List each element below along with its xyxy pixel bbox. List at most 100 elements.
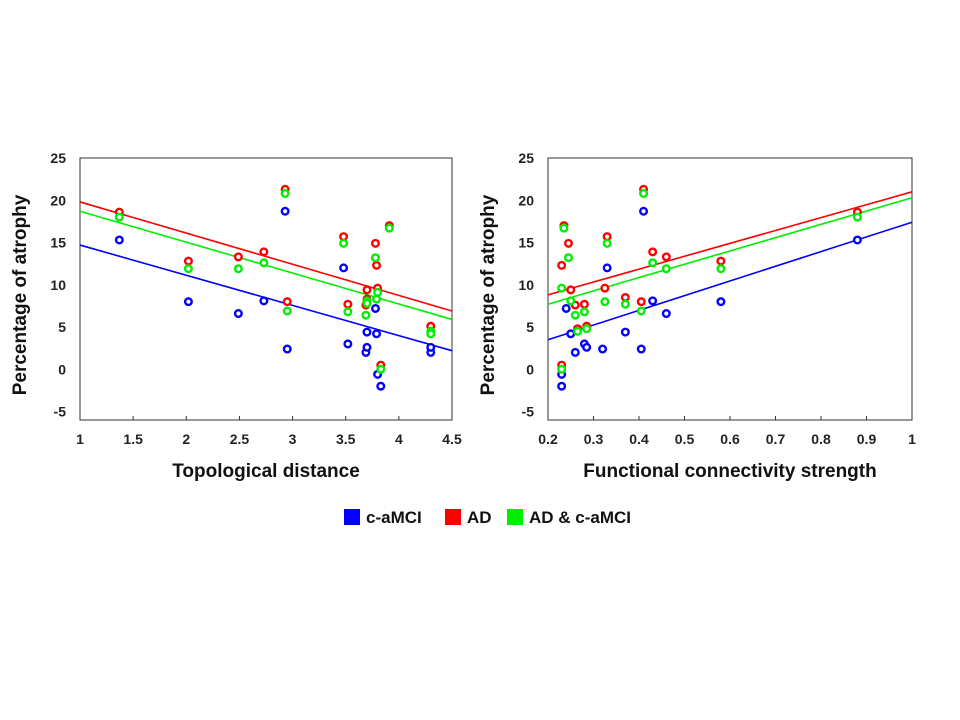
y-axis-label: Percentage of atrophy <box>10 194 31 395</box>
plot-area <box>79 157 453 421</box>
x-tick-label: 0.6 <box>720 431 740 447</box>
data-point-c-amci <box>716 297 726 307</box>
x-tick-label: 0.3 <box>584 431 604 447</box>
data-point-combined <box>600 297 610 307</box>
data-point-combined <box>361 310 371 320</box>
data-point-ad <box>648 247 658 257</box>
chart-functional-connectivity: 0.2 0.3 0.4 0.5 0.6 0.7 0.8 0.9 1 -5 0 5 10 15 20 25 Fu… <box>478 150 916 482</box>
data-point-c-amci <box>362 327 372 337</box>
chart-topological-distance: 1 1.5 2 2.5 3 3.5 4 4.5 -5 0 5 10 15 20 25 Topological… <box>10 150 462 482</box>
legend-label-combined: AD & c-aMCI <box>529 508 631 527</box>
legend-swatch-combined <box>507 509 523 525</box>
data-point-c-amci <box>339 263 349 273</box>
data-point-c-amci <box>852 235 862 245</box>
data-point-c-amci <box>376 381 386 391</box>
y-tick-label: 0 <box>58 361 66 377</box>
data-point-c-amci <box>582 342 592 352</box>
data-point-combined <box>661 264 671 274</box>
data-point-ad <box>259 247 269 257</box>
x-axis-label: Functional connectivity strength <box>583 461 876 482</box>
data-point-combined <box>376 364 386 374</box>
data-point-combined <box>620 299 630 309</box>
x-tick-label: 1 <box>76 431 84 447</box>
y-tick-label: 5 <box>526 319 534 335</box>
data-point-ad <box>557 260 567 270</box>
x-tick-label: 3 <box>289 431 297 447</box>
data-point-combined <box>566 296 576 306</box>
data-point-c-amci <box>636 344 646 354</box>
data-point-combined <box>573 326 583 336</box>
data-point-ad <box>563 238 573 248</box>
data-point-ad <box>566 285 576 295</box>
data-point-ad <box>183 256 193 266</box>
y-tick-label: 0 <box>526 361 534 377</box>
data-point-combined <box>563 253 573 263</box>
data-point-combined <box>339 238 349 248</box>
legend-label-c-amci: c-aMCI <box>366 508 422 527</box>
data-point-combined <box>373 287 383 297</box>
data-point-c-amci <box>620 327 630 337</box>
data-point-c-amci <box>183 297 193 307</box>
data-point-combined <box>280 188 290 198</box>
legend-swatch-c-amci <box>344 509 360 525</box>
data-point-ad <box>362 285 372 295</box>
data-point-c-amci <box>648 296 658 306</box>
fit-line-ad <box>547 191 913 296</box>
x-tick-label: 0.7 <box>766 431 786 447</box>
x-tick-label: 2.5 <box>230 431 250 447</box>
data-point-combined <box>636 306 646 316</box>
y-tick-label: -5 <box>522 404 535 420</box>
x-tick-label: 0.2 <box>538 431 558 447</box>
data-point-combined <box>372 294 382 304</box>
data-point-combined <box>343 307 353 317</box>
data-point-combined <box>579 307 589 317</box>
data-point-combined <box>370 253 380 263</box>
data-point-combined <box>639 188 649 198</box>
x-tick-label: 0.4 <box>629 431 649 447</box>
data-point-ad <box>716 256 726 266</box>
y-tick-label: 15 <box>518 235 534 251</box>
data-point-combined <box>557 283 567 293</box>
x-tick-label: 1.5 <box>123 431 143 447</box>
data-point-c-amci <box>372 329 382 339</box>
x-tick-label: 3.5 <box>336 431 356 447</box>
data-point-c-amci <box>602 263 612 273</box>
data-point-c-amci <box>114 235 124 245</box>
y-tick-label: 20 <box>518 192 534 208</box>
data-point-ad <box>579 299 589 309</box>
x-tick-label: 0.5 <box>675 431 695 447</box>
data-point-c-amci <box>566 329 576 339</box>
y-tick-label: 10 <box>50 277 66 293</box>
data-point-combined <box>648 258 658 268</box>
data-point-c-amci <box>233 309 243 319</box>
data-point-combined <box>559 223 569 233</box>
data-point-c-amci <box>598 344 608 354</box>
legend: c-aMCI AD AD & c-aMCI <box>344 508 631 527</box>
data-point-c-amci <box>557 381 567 391</box>
data-point-combined <box>570 310 580 320</box>
y-tick-label: 20 <box>50 192 66 208</box>
y-tick-label: 15 <box>50 235 66 251</box>
x-tick-label: 2 <box>182 431 190 447</box>
data-point-c-amci <box>661 309 671 319</box>
x-tick-label: 4.5 <box>442 431 462 447</box>
data-point-combined <box>362 298 372 308</box>
data-point-combined <box>282 306 292 316</box>
data-point-c-amci <box>561 303 571 313</box>
data-point-combined <box>259 258 269 268</box>
data-point-c-amci <box>259 296 269 306</box>
x-tick-label: 0.9 <box>857 431 877 447</box>
data-point-ad <box>233 252 243 262</box>
data-point-combined <box>233 264 243 274</box>
data-point-ad <box>282 297 292 307</box>
y-axis-label: Percentage of atrophy <box>478 194 499 395</box>
data-point-combined <box>602 238 612 248</box>
data-point-combined <box>582 324 592 334</box>
data-point-ad <box>661 252 671 262</box>
data-point-ad <box>600 283 610 293</box>
data-point-c-amci <box>362 342 372 352</box>
y-tick-label: -5 <box>54 404 67 420</box>
y-tick-label: 25 <box>50 150 66 166</box>
data-point-c-amci <box>343 339 353 349</box>
data-point-ad <box>343 299 353 309</box>
